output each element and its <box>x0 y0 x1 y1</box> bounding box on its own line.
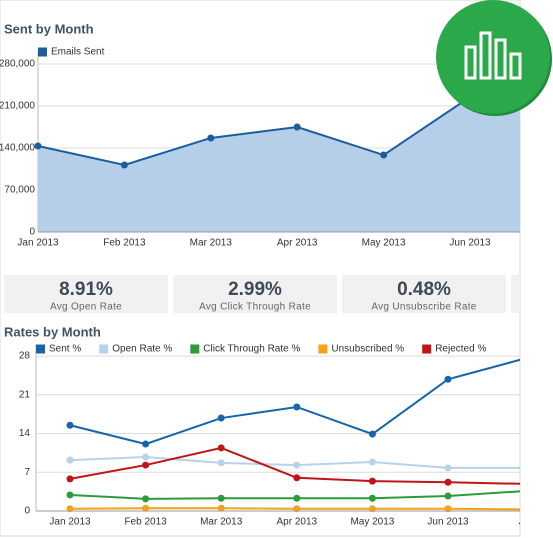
point <box>217 494 225 502</box>
x-tick-label: Mar 2013 <box>190 238 233 249</box>
stats: 8.91% Avg Open Rate 2.99% Avg Click Thro… <box>4 275 520 313</box>
legend-label: Rejected % <box>435 344 486 355</box>
legend-swatch <box>318 344 328 354</box>
x-tick-label: Feb 2013 <box>103 238 146 249</box>
point <box>368 494 376 502</box>
chart-title: Rates by Month <box>4 324 101 339</box>
point <box>520 506 527 513</box>
chart-title: Sent by Month <box>4 21 94 36</box>
point <box>293 461 301 469</box>
stat-tile <box>4 275 168 313</box>
point <box>444 375 452 383</box>
stat-value: 2.99% <box>228 279 282 300</box>
badge-icon <box>464 31 522 80</box>
legend-label: Unsubscribed % <box>331 344 404 355</box>
point <box>217 414 225 422</box>
x-tick-label: Jun 2013 <box>449 238 491 249</box>
point <box>293 494 301 502</box>
legend-swatch <box>422 344 432 354</box>
point <box>66 456 74 464</box>
point <box>66 491 74 499</box>
x-tick-label: Jan 2013 <box>49 517 91 528</box>
y-tick-label: 70,000 <box>4 185 35 196</box>
x-tick-label: Feb 2013 <box>124 517 167 528</box>
badge-circle <box>436 0 550 114</box>
y-tick-label: 21 <box>19 389 31 400</box>
y-tick-label: 7 <box>24 467 30 478</box>
point <box>380 151 388 159</box>
y-tick-label: 140,000 <box>0 143 35 154</box>
point <box>217 444 225 452</box>
legend-label: Open Rate % <box>112 344 172 355</box>
legend-swatch <box>36 344 45 354</box>
x-tick-label: Jan 2013 <box>17 238 59 249</box>
point <box>444 464 452 472</box>
stat-tile <box>511 275 520 313</box>
area <box>38 85 520 232</box>
legend-swatch <box>99 344 109 354</box>
point <box>120 161 128 169</box>
y-tick-label: 280,000 <box>0 59 35 70</box>
legend-label: Click Through Rate % <box>203 344 300 355</box>
point <box>142 453 150 461</box>
point <box>217 459 225 467</box>
x-tick-label: Apr 2013 <box>277 517 318 528</box>
stat-value: 8.91% <box>59 279 113 300</box>
x-tick-label: May 2013 <box>362 238 406 249</box>
x-tick-label: Apr 2013 <box>277 238 318 249</box>
point <box>66 421 74 429</box>
point <box>520 464 527 471</box>
point <box>66 475 74 483</box>
y-tick-label: 0 <box>29 227 35 238</box>
x-tick-label: Mar 2013 <box>200 517 243 528</box>
point <box>293 474 301 482</box>
point <box>142 440 150 448</box>
point <box>444 478 452 486</box>
legend-label: Sent % <box>49 344 81 355</box>
point <box>142 461 150 469</box>
point <box>142 495 150 503</box>
stat-tile <box>342 275 506 313</box>
legend-label: Emails Sent <box>51 47 105 58</box>
stat-label: Avg Open Rate <box>50 302 122 313</box>
y-tick-label: 210,000 <box>0 101 35 112</box>
point <box>520 488 527 495</box>
panel <box>0 0 521 537</box>
point <box>217 504 225 512</box>
point <box>293 403 301 411</box>
point <box>520 480 527 487</box>
point <box>368 458 376 466</box>
point <box>293 123 301 131</box>
point <box>142 504 150 512</box>
badge <box>436 0 552 116</box>
stat-value: 0.48% <box>397 279 451 300</box>
plots: Sent by Month 0 70,000 140,000 210,000 280,00… <box>0 21 529 528</box>
y-tick-label: 0 <box>24 506 30 517</box>
point <box>207 134 215 142</box>
point <box>520 355 527 362</box>
point <box>444 492 452 500</box>
legend-swatch <box>38 47 47 57</box>
point <box>34 142 42 150</box>
x-tick-label: Ju <box>518 517 529 528</box>
y-tick-label: 14 <box>19 428 31 439</box>
point <box>368 477 376 485</box>
legend-swatch <box>190 344 200 354</box>
x-tick-label: Jun 2013 <box>427 517 469 528</box>
y-tick-label: 28 <box>19 351 31 362</box>
stat-label: Avg Click Through Rate <box>199 302 311 313</box>
stat-label: Avg Unsubscribe Rate <box>371 302 476 313</box>
point <box>368 430 376 438</box>
stat-tile <box>173 275 337 313</box>
x-tick-label: May 2013 <box>350 517 394 528</box>
